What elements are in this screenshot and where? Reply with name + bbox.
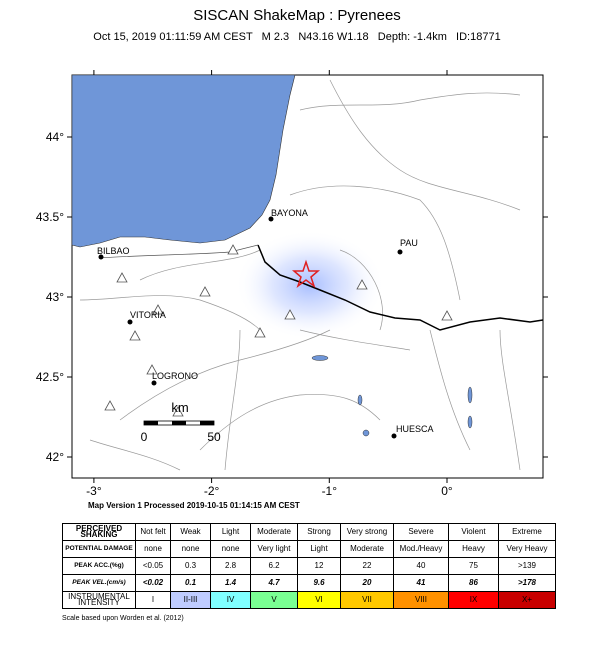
table-cell: IX [448, 591, 499, 609]
table-cell: VI [297, 591, 341, 609]
y-tick-label: 42.5° [36, 370, 64, 384]
subtitle: Oct 15, 2019 01:11:59 AM CEST M 2.3 N43.… [93, 31, 500, 43]
table-cell: Weak [170, 523, 211, 541]
table-cell: >178 [498, 574, 556, 592]
table-cell: 6.2 [250, 557, 298, 575]
table-cell: Strong [297, 523, 341, 541]
table-cell: 12 [297, 557, 341, 575]
table-cell: I [135, 591, 171, 609]
table-cell: 0.3 [170, 557, 211, 575]
table-cell: none [210, 540, 251, 558]
table-cell: Heavy [448, 540, 499, 558]
table-cell: Mod./Heavy [393, 540, 449, 558]
table-cell: VII [340, 591, 394, 609]
shaking-area [235, 230, 385, 340]
table-cell: Moderate [340, 540, 394, 558]
table-cell: none [135, 540, 171, 558]
scale-label: 50 [207, 430, 221, 444]
place-label: PAU [400, 238, 418, 248]
table-cell: <0.05 [135, 557, 171, 575]
scale-bar: km 0 50 [141, 400, 221, 444]
place-dot [391, 433, 397, 439]
y-tick-label: 44° [46, 130, 64, 144]
table-cell: 4.7 [250, 574, 298, 592]
place-dot [151, 380, 157, 386]
place-label: HUESCA [396, 424, 434, 434]
table-cell: >139 [498, 557, 556, 575]
table-row: INSTRUMENTAL INTENSITY I II-III IV V VI VII VII… [62, 591, 556, 609]
x-tick-label: -3° [86, 484, 102, 498]
table-cell: Very strong [340, 523, 394, 541]
table-cell: 2.8 [210, 557, 251, 575]
scale-bar-seg [200, 421, 214, 425]
table-cell: IV [210, 591, 251, 609]
places: BILBAO BAYONA PAU VITORIA LOGRONO HUESCA [97, 208, 434, 439]
table-cell: 75 [448, 557, 499, 575]
scale-bar-seg [144, 421, 158, 425]
table-cell: Violent [448, 523, 499, 541]
map: SISCAN ShakeMap : Pyrenees Oct 15, 2019 … [36, 7, 548, 510]
table-cell: 9.6 [297, 574, 341, 592]
y-tick-label: 43.5° [36, 210, 64, 224]
place-dot [98, 254, 104, 260]
processed-note: Map Version 1 Processed 2019-10-15 01:14… [88, 501, 300, 510]
x-tick-label: -1° [322, 484, 338, 498]
table-cell: Light [210, 523, 251, 541]
table-cell: 86 [448, 574, 499, 592]
table-cell: Severe [393, 523, 449, 541]
table-cell: 22 [340, 557, 394, 575]
table-cell: Not felt [135, 523, 171, 541]
epicenter [291, 259, 321, 289]
scale-unit: km [171, 400, 188, 415]
table-cell: <0.02 [135, 574, 171, 592]
table-row: PEAK VEL.(cm/s) <0.02 0.1 1.4 4.7 9.6 20 41 86 >1… [62, 574, 556, 592]
table-cell: Extreme [498, 523, 556, 541]
table-cell: 1.4 [210, 574, 251, 592]
intensity-table: PERCEIVED SHAKING Not felt Weak Light Modera… [62, 523, 556, 609]
row-header: PEAK VEL.(cm/s) [62, 574, 136, 592]
table-cell: Very light [250, 540, 298, 558]
row-header: POTENTIAL DAMAGE [62, 540, 136, 558]
table-cell: Moderate [250, 523, 298, 541]
footnote: Scale based upon Worden et al. (2012) [62, 615, 184, 622]
row-header: PERCEIVED SHAKING [62, 523, 136, 541]
table-row: PEAK ACC.(%g) <0.05 0.3 2.8 6.2 12 22 40 75 >139 [62, 557, 556, 575]
table-cell: V [250, 591, 298, 609]
table-cell: 20 [340, 574, 394, 592]
scale-bar-seg [172, 421, 186, 425]
stations [104, 244, 453, 417]
scale-label: 0 [141, 430, 148, 444]
table-row: POTENTIAL DAMAGE none none none Very light Li… [62, 540, 556, 558]
table-cell: 0.1 [170, 574, 211, 592]
row-header: PEAK ACC.(%g) [62, 557, 136, 575]
x-tick-label: 0° [441, 484, 453, 498]
place-label: VITORIA [130, 310, 166, 320]
place-dot [268, 216, 274, 222]
lakes [311, 355, 473, 437]
place-dot [397, 249, 403, 255]
table-cell: 41 [393, 574, 449, 592]
y-tick-label: 43° [46, 290, 64, 304]
coast-line [99, 244, 259, 259]
border [257, 244, 544, 331]
table-cell: 40 [393, 557, 449, 575]
table-cell: VIII [393, 591, 449, 609]
row-header: INSTRUMENTAL INTENSITY [62, 591, 136, 609]
table-cell: II-III [170, 591, 211, 609]
table-cell: X+ [498, 591, 556, 609]
place-label: BILBAO [97, 246, 130, 256]
table-row: PERCEIVED SHAKING Not felt Weak Light Modera… [62, 523, 556, 541]
table-cell: none [170, 540, 211, 558]
place-label: BAYONA [271, 208, 308, 218]
place-label: LOGRONO [152, 371, 198, 381]
x-tick-label: -2° [204, 484, 220, 498]
place-dot [127, 319, 133, 325]
ocean [71, 74, 296, 248]
table-cell: Very Heavy [498, 540, 556, 558]
title: SISCAN ShakeMap : Pyrenees [193, 7, 401, 24]
table-cell: Light [297, 540, 341, 558]
y-tick-label: 42° [46, 450, 64, 464]
